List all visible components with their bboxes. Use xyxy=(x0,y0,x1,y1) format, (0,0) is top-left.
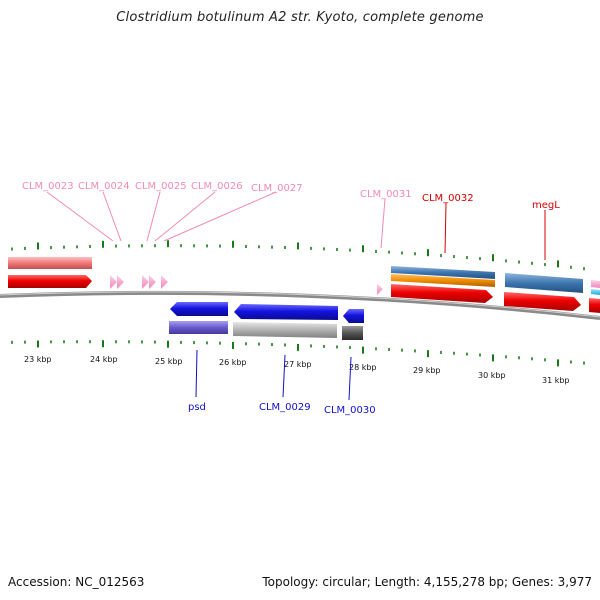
gene-arrow-psd[interactable] xyxy=(170,302,228,316)
scale-label-25kbp: 25 kbp xyxy=(155,357,183,366)
gene-label-clm0023[interactable]: CLM_0023 xyxy=(22,181,74,192)
gene-arrow-clm0030[interactable] xyxy=(343,309,364,323)
leader-clm0026 xyxy=(154,191,216,242)
scale-label-28kbp: 28 kbp xyxy=(349,363,377,372)
leader-clm0031 xyxy=(380,198,386,249)
leader-clm0030 xyxy=(348,356,352,401)
gene-label-clm0030[interactable]: CLM_0030 xyxy=(324,405,376,416)
genome-backbone-highlight xyxy=(0,291,600,318)
gene-label-clm0025[interactable]: CLM_0025 xyxy=(135,181,187,192)
gene-bar-megl-steel[interactable] xyxy=(505,273,583,293)
gene-bar-clm0032-orange[interactable] xyxy=(391,274,495,287)
gene-label-clm0032[interactable]: CLM_0032 xyxy=(422,193,474,204)
leader-clm0027 xyxy=(163,191,277,242)
gene-bar-clm0032-steel[interactable] xyxy=(391,266,495,279)
scale-label-24kbp: 24 kbp xyxy=(90,355,118,364)
label-leaders-bottom xyxy=(195,349,352,401)
scale-label-30kbp: 30 kbp xyxy=(478,371,506,380)
scale-label-31kbp: 31 kbp xyxy=(542,376,570,385)
gene-bar-clm0029-gray[interactable] xyxy=(233,322,337,338)
gene-arrow-clm0029[interactable] xyxy=(234,304,338,320)
genome-summary-text: Topology: circular; Length: 4,155,278 bp… xyxy=(262,575,592,589)
tick-track-inner xyxy=(11,340,585,367)
scale-label-26kbp: 26 kbp xyxy=(219,358,247,367)
leader-clm0029 xyxy=(282,354,286,398)
genome-title: Clostridium botulinum A2 str. Kyoto, com… xyxy=(116,10,484,25)
gene-arrow-clm0025-a[interactable] xyxy=(142,275,149,289)
forward-strand-features xyxy=(8,257,600,313)
gene-arrow-megl[interactable] xyxy=(504,292,581,311)
gene-arrow-clm0024-b[interactable] xyxy=(117,275,124,289)
gene-arrow-clm0031[interactable] xyxy=(377,284,383,295)
leader-clm0024 xyxy=(102,191,122,242)
accession-text: Accession: NC_012563 xyxy=(8,575,145,589)
gene-arrow-clm0023[interactable] xyxy=(8,275,92,288)
reverse-strand-features xyxy=(169,302,364,340)
gene-arrow-clm0025-b[interactable] xyxy=(149,275,156,289)
leader-clm0032 xyxy=(444,202,447,254)
gene-label-clm0031[interactable]: CLM_0031 xyxy=(360,189,412,200)
gene-label-clm0027[interactable]: CLM_0027 xyxy=(251,183,303,194)
leader-clm0025 xyxy=(146,191,161,242)
gene-arrow-clm0032[interactable] xyxy=(391,284,493,303)
tick-track-outer xyxy=(11,240,585,271)
leader-clm0023 xyxy=(46,191,114,242)
gene-label-megl[interactable]: megL xyxy=(532,200,560,211)
scale-label-23kbp: 23 kbp xyxy=(24,355,52,364)
gene-bar-edge-cyan[interactable] xyxy=(591,289,600,295)
gene-bar-clm0023-outer[interactable] xyxy=(8,257,92,269)
gene-label-clm0026[interactable]: CLM_0026 xyxy=(191,181,243,192)
scale-labels: 23 kbp 24 kbp 25 kbp 26 kbp 27 kbp 28 kb… xyxy=(24,355,570,385)
gene-bar-clm0030-dark[interactable] xyxy=(342,326,363,340)
gene-labels-bottom: psd CLM_0029 CLM_0030 xyxy=(188,402,376,416)
gene-arrow-edge-red[interactable] xyxy=(589,298,600,313)
gene-label-clm0024[interactable]: CLM_0024 xyxy=(78,181,130,192)
label-leaders-top xyxy=(46,191,546,260)
gene-label-clm0029[interactable]: CLM_0029 xyxy=(259,402,311,413)
gene-bar-edge-pink[interactable] xyxy=(591,280,600,288)
gene-labels-top: CLM_0023 CLM_0024 CLM_0025 CLM_0026 CLM_… xyxy=(22,181,560,211)
leader-psd xyxy=(195,349,198,398)
scale-label-29kbp: 29 kbp xyxy=(413,366,441,375)
gene-label-psd[interactable]: psd xyxy=(188,402,206,413)
gene-bar-psd-purple[interactable] xyxy=(169,321,228,334)
gene-arrow-clm0024-a[interactable] xyxy=(110,275,117,289)
gene-arrow-clm0026[interactable] xyxy=(161,275,168,289)
genome-backbone xyxy=(0,290,600,320)
scale-label-27kbp: 27 kbp xyxy=(284,360,312,369)
